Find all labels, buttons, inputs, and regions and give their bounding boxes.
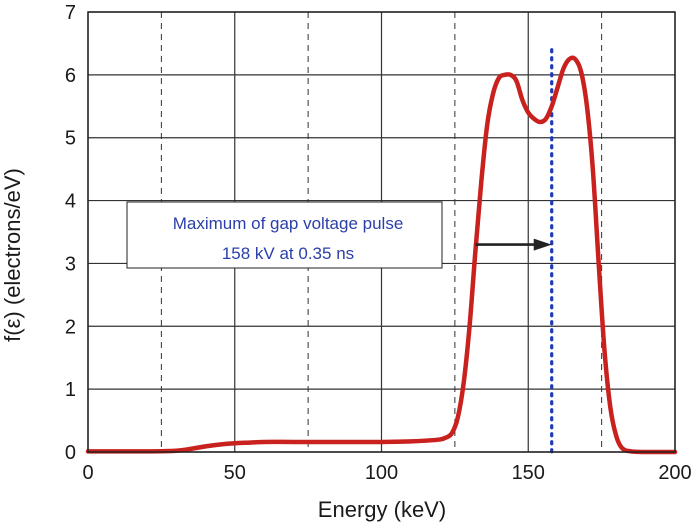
annotation-line-2: 158 kV at 0.35 ns (222, 244, 354, 263)
x-axis-title: Energy (keV) (318, 497, 446, 522)
y-tick-label: 2 (65, 316, 76, 338)
series-layer (85, 55, 678, 455)
annotation-line-1: Maximum of gap voltage pulse (173, 214, 404, 233)
plot-frame (87, 11, 676, 453)
x-tick-label: 0 (82, 462, 93, 484)
y-tick-label: 3 (65, 253, 76, 275)
annotation-box (126, 201, 443, 269)
x-tick-label: 50 (224, 462, 246, 484)
y-tick-label: 1 (65, 379, 76, 401)
annotation-arrow-head (533, 238, 552, 251)
x-tick-label: 100 (365, 462, 398, 484)
y-axis-title: f(ε) (electrons/eV) (0, 168, 25, 342)
y-tick-label: 7 (65, 2, 76, 24)
y-tick-label: 6 (65, 65, 76, 87)
annotation: Maximum of gap voltage pulse 158 kV at 0… (126, 201, 552, 269)
y-tick-label: 0 (65, 442, 76, 464)
series-line (85, 55, 678, 455)
x-tick-label: 150 (512, 462, 545, 484)
axes: 0 1 2 3 4 5 6 7 0 50 100 150 200 (65, 2, 692, 484)
y-tick-label: 5 (65, 128, 76, 150)
y-tick-label: 4 (65, 191, 76, 213)
x-tick-label: 200 (658, 462, 691, 484)
